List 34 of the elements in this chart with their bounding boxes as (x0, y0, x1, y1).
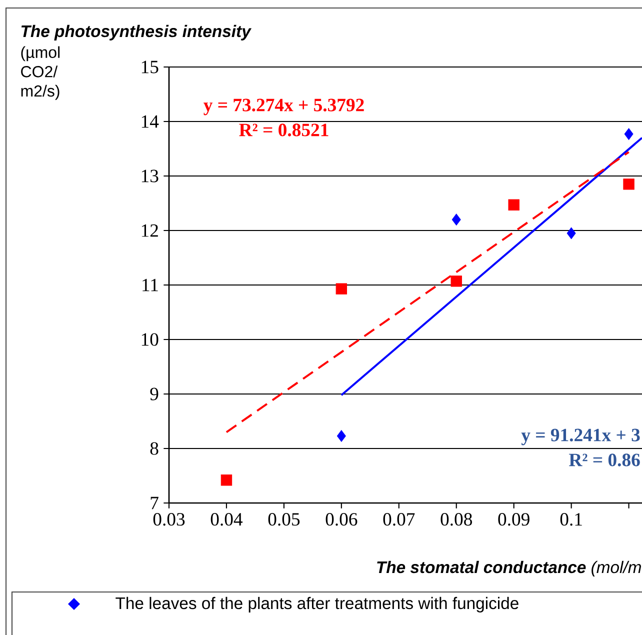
x-tick-label: 0.04 (210, 513, 243, 526)
y-tick-label: 11 (142, 278, 158, 292)
y-tick-label: 9 (150, 388, 158, 400)
point (336, 430, 346, 442)
text: (µmol CO2/ m2/s) (21, 46, 60, 100)
x-tick-label: 0.06 (326, 513, 358, 526)
x-axis-title: The stomatal conductance (mol/m (377, 560, 641, 576)
x-tick-label: 0.08 (440, 513, 472, 526)
y-tick-label: 12 (142, 224, 158, 237)
point (336, 283, 348, 294)
y-tick-label: 8 (150, 442, 158, 455)
annotation: y = 91.241x + 3 (521, 428, 640, 446)
point (450, 276, 462, 287)
y-tick-label: 7 (150, 496, 158, 510)
point (220, 474, 232, 486)
x-tick-label: 0.07 (383, 513, 415, 526)
chart-title: The photosynthesis intensity (21, 24, 252, 40)
y-tick-label: 15 (142, 60, 158, 74)
x-tick-label: 0.05 (268, 513, 300, 526)
x-tick-label: 0.09 (498, 513, 530, 526)
annotation: R² = 0.86 (569, 454, 640, 466)
annotation: y = 73.274x + 5.3792 (204, 98, 364, 116)
x-tick-label: 0.03 (153, 513, 185, 526)
y-tick-label: 13 (142, 170, 158, 182)
point (623, 178, 634, 190)
y-tick-label: 14 (142, 115, 159, 128)
annotation: R² = 0.8521 (239, 124, 328, 136)
y-tick-label: 10 (142, 333, 158, 346)
x-tick-label: 0.1 (560, 513, 582, 526)
point (624, 128, 634, 140)
legend-label: The leaves of the plants after treatments with fungicide (116, 596, 518, 612)
point (452, 214, 461, 226)
point (508, 199, 520, 210)
point (566, 227, 576, 240)
